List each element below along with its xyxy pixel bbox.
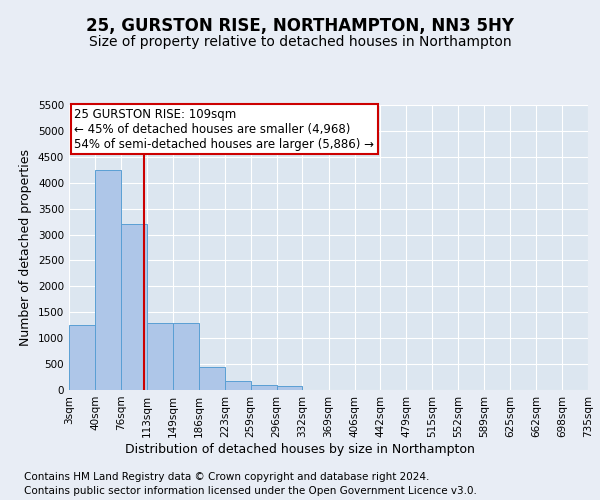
Text: Size of property relative to detached houses in Northampton: Size of property relative to detached ho… (89, 35, 511, 49)
Bar (277, 386, 302, 390)
Bar (225, 381, 251, 390)
Bar (95, 170, 121, 390)
Text: Distribution of detached houses by size in Northampton: Distribution of detached houses by size … (125, 442, 475, 456)
Bar (173, 322, 199, 390)
Bar (121, 224, 147, 390)
Bar (251, 385, 277, 390)
Text: Contains public sector information licensed under the Open Government Licence v3: Contains public sector information licen… (24, 486, 477, 496)
Text: Contains HM Land Registry data © Crown copyright and database right 2024.: Contains HM Land Registry data © Crown c… (24, 472, 430, 482)
Bar (199, 366, 225, 390)
Y-axis label: Number of detached properties: Number of detached properties (19, 149, 32, 346)
Bar (69, 325, 95, 390)
Bar (147, 322, 173, 390)
Text: 25 GURSTON RISE: 109sqm
← 45% of detached houses are smaller (4,968)
54% of semi: 25 GURSTON RISE: 109sqm ← 45% of detache… (74, 108, 374, 151)
Text: 25, GURSTON RISE, NORTHAMPTON, NN3 5HY: 25, GURSTON RISE, NORTHAMPTON, NN3 5HY (86, 18, 514, 36)
